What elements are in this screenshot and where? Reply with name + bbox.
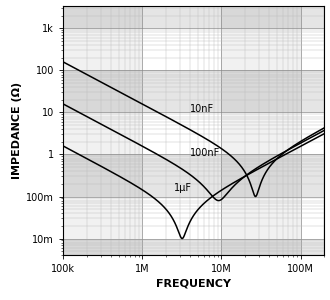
Bar: [301, 6, 324, 255]
Bar: [63, 238, 324, 280]
Text: 1μF: 1μF: [174, 183, 192, 193]
Bar: [142, 6, 221, 255]
Bar: [63, 154, 324, 196]
Bar: [221, 6, 301, 255]
Bar: [63, 70, 324, 112]
Bar: [63, 6, 142, 255]
Bar: [63, 0, 324, 28]
Bar: [63, 28, 324, 70]
Bar: [63, 196, 324, 238]
X-axis label: FREQUENCY: FREQUENCY: [156, 278, 231, 288]
Text: 100nF: 100nF: [190, 148, 220, 158]
Text: 10nF: 10nF: [190, 104, 214, 114]
Bar: [63, 112, 324, 154]
Y-axis label: IMPEDANCE (Ω): IMPEDANCE (Ω): [12, 82, 22, 179]
